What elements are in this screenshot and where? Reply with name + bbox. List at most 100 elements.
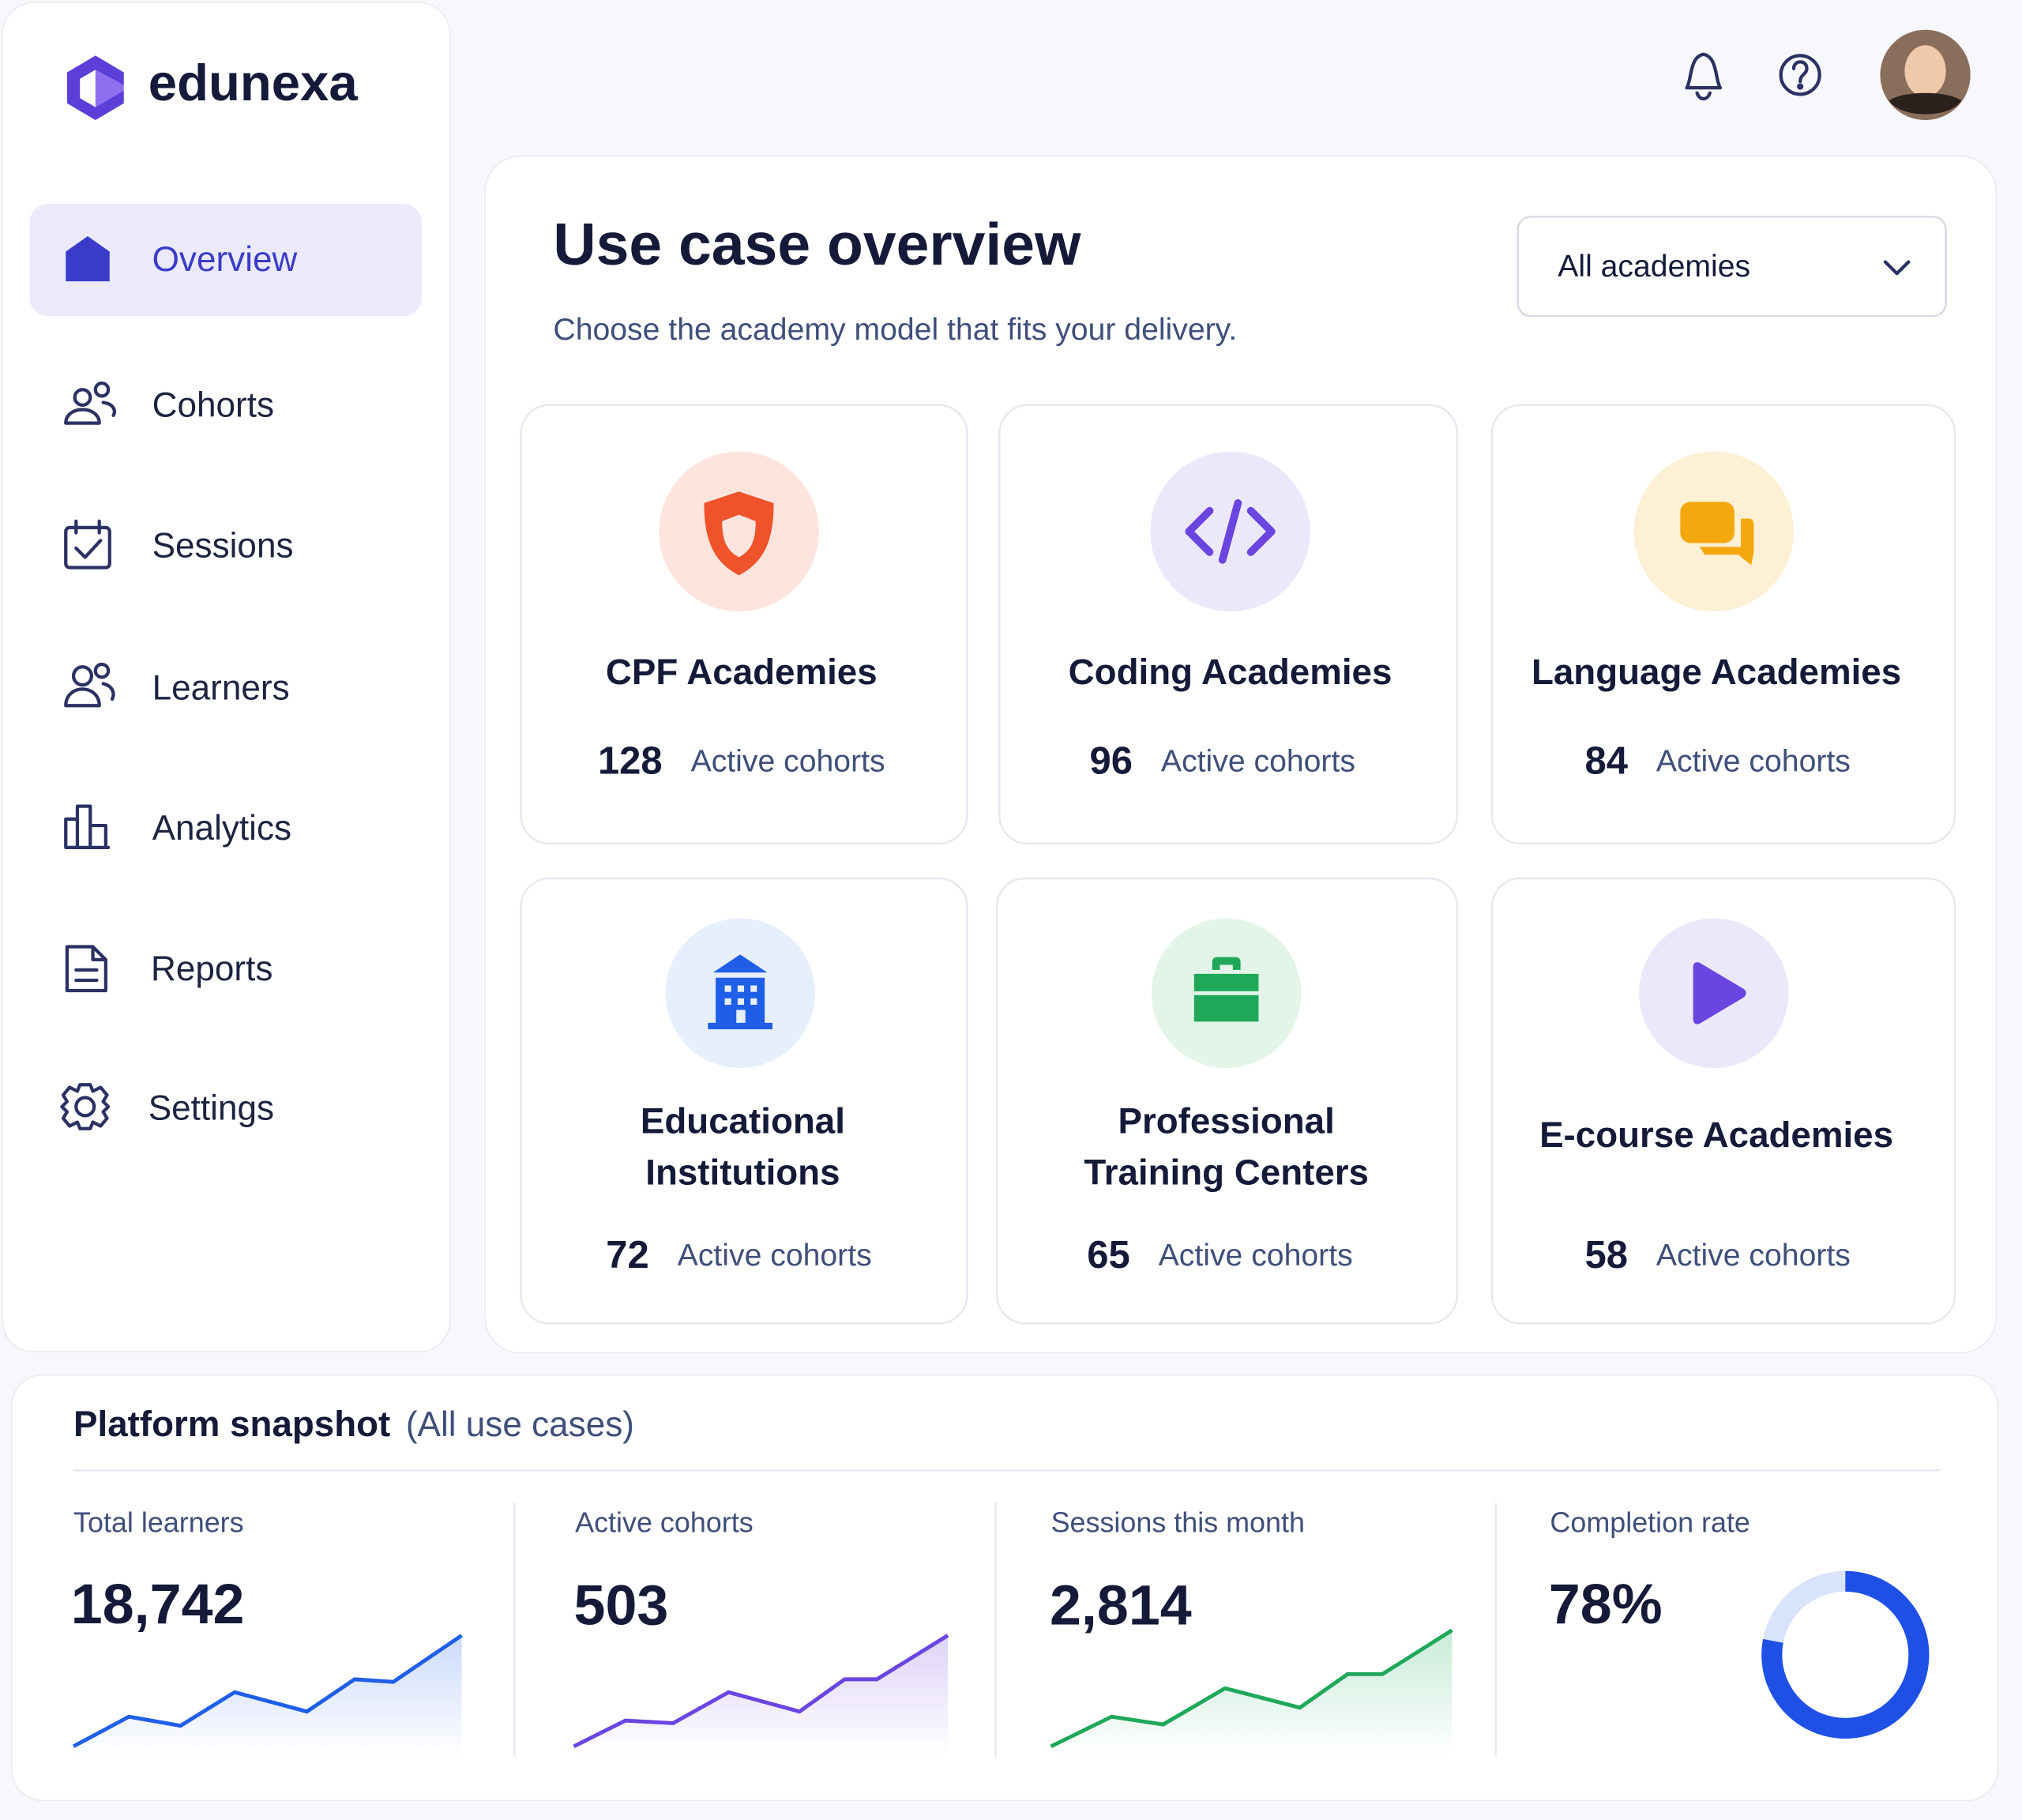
nav-item[interactable]: Reports [65,945,272,993]
sparkline-area [573,1635,948,1757]
card-bg [1490,877,1956,1325]
nav-label: Overview [152,240,298,279]
card-count: 65 [1087,1234,1129,1277]
card-title: Coding Academies [1069,652,1392,692]
sidebar [2,2,451,1352]
card-count: 128 [598,740,663,783]
card-bg [520,404,968,845]
card-stat: 84 Active cohorts [1584,740,1850,783]
avatar-shirt [1889,92,1962,115]
card-count-label: Active cohorts [678,1239,872,1273]
card[interactable]: Language Academies 84 Active cohorts [1490,404,1956,845]
card-count: 96 [1090,740,1133,783]
nav-label: Reports [151,949,272,988]
logo-mark-shade [95,70,124,107]
nav-icon [64,804,111,849]
card-title: E-course Academies [1539,1115,1893,1155]
logo-mark [66,55,124,120]
card-bg [1490,404,1956,845]
page-title: Use case overview [553,211,1081,277]
dropdown-value: All academies [1558,250,1750,284]
sparkline [1050,1628,1453,1748]
card-title: CPF Academies [606,652,878,692]
metric-label: Active cohorts [575,1506,754,1538]
metric-label: Sessions this month [1051,1506,1305,1538]
card-icon [1680,502,1734,543]
card-stat: 96 Active cohorts [1090,740,1355,783]
card[interactable]: CPF Academies 128 Active cohorts [520,404,968,845]
notifications-button[interactable] [1685,52,1723,101]
sparkline [72,1634,463,1748]
nav-icon [64,381,116,425]
help-button[interactable] [1779,54,1821,96]
nav-item[interactable]: Sessions [64,519,294,570]
card-bg [998,404,1459,845]
nav-item[interactable]: Analytics [64,804,291,849]
card-count: 72 [606,1234,648,1277]
nav-icon [60,1083,111,1130]
chevron [1883,260,1911,276]
card-count: 58 [1584,1234,1627,1277]
column-separators [513,1502,1498,1757]
nav-icon [66,235,110,282]
page-subtitle: Choose the academy model that fits your … [553,313,1237,347]
card-title: Professional [1118,1100,1334,1141]
dropdown-box [1516,216,1947,318]
card-count-label: Active cohorts [1656,1239,1851,1273]
nav-icon [64,519,111,570]
card[interactable]: Professional Training Centers 65 Active c… [995,877,1459,1325]
card-bg [520,877,968,1325]
card-icon-windows [724,985,757,1023]
avatar-face [1904,45,1946,97]
card-icon-back [1699,518,1754,566]
snapshot-heading: Platform snapshot (All use cases) [73,1404,634,1444]
nav-active-bg [29,204,422,317]
nav-icon [65,945,107,993]
card-count-label: Active cohorts [1159,1239,1353,1273]
nav-label: Analytics [152,809,291,848]
card-title: Educational [641,1100,845,1141]
metric-label: Total learners [73,1506,244,1538]
logo[interactable]: edunexa [66,54,358,120]
nav-item[interactable]: Learners [64,662,290,708]
card-stat: 72 Active cohorts [606,1234,871,1277]
card-stat: 58 Active cohorts [1584,1234,1850,1277]
filter-dropdown[interactable]: All academies [1516,216,1947,318]
metric-value: 18,742 [71,1573,245,1636]
card-title: Training Centers [1084,1153,1369,1193]
card-icon [1693,962,1746,1025]
card-count-label: Active cohorts [1161,745,1355,779]
nav-item[interactable]: Settings [60,1083,274,1130]
card[interactable]: Educational Institutions 72 Active cohort… [520,877,968,1325]
nav-item[interactable]: Overview [29,204,422,317]
card[interactable]: E-course Academies 58 Active cohorts [1490,877,1956,1325]
card-stat: 128 Active cohorts [598,740,885,783]
metric-value: 503 [574,1574,669,1638]
card-title: Institutions [645,1153,840,1193]
metric-label: Completion rate [1550,1506,1750,1538]
nav-label: Learners [152,668,290,707]
nav-icon [64,662,115,708]
card-stat: 65 Active cohorts [1087,1234,1352,1277]
avatar[interactable] [1880,29,1971,120]
sparkline-area [73,1635,462,1757]
card-bg [995,877,1459,1325]
card-count: 84 [1584,740,1627,783]
card-title: Language Academies [1532,652,1901,692]
sparkline-area [1050,1630,1453,1757]
card-count-label: Active cohorts [1656,745,1851,779]
nav-label: Settings [148,1089,274,1128]
card-icon-inner [722,514,756,558]
metric-value: 78% [1549,1573,1663,1636]
nav-label: Sessions [152,527,294,566]
card[interactable]: Coding Academies 96 Active cohorts [998,404,1459,845]
card-icon [1185,499,1276,564]
metric-value: 2,814 [1050,1574,1192,1638]
nav-item[interactable]: Cohorts [64,381,274,425]
sparkline [573,1634,949,1748]
nav-label: Cohorts [152,386,274,425]
snapshot-panel [10,1374,1998,1802]
snapshot-scope: (All use cases) [406,1405,634,1444]
